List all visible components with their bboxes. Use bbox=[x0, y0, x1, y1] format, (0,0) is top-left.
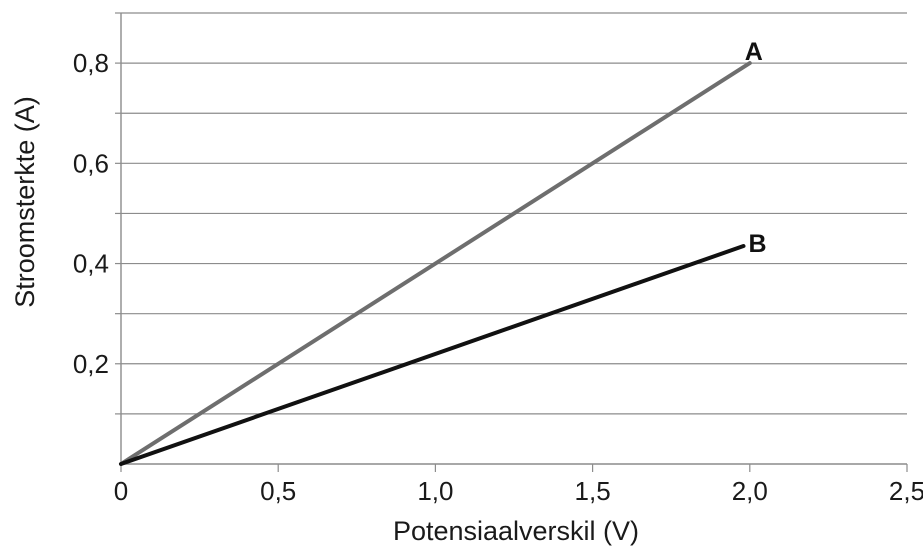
series-lines bbox=[119, 61, 752, 466]
series-label-A: A bbox=[745, 38, 763, 66]
x-tick-label-4: 2,0 bbox=[732, 476, 768, 506]
x-tick-label-3: 1,5 bbox=[575, 476, 611, 506]
y-tick-label-1: 0,4 bbox=[73, 249, 109, 279]
series-line-B bbox=[119, 244, 746, 466]
y-tick-label-0: 0,2 bbox=[73, 349, 109, 379]
tick-labels: 0,2 0,4 0,6 0,8 0 0,5 1,0 1,5 2,0 2,5 A B bbox=[73, 38, 923, 506]
series-line-A bbox=[119, 61, 752, 466]
x-tick-label-0: 0 bbox=[114, 476, 128, 506]
x-tick-label-5: 2,5 bbox=[889, 476, 923, 506]
axes bbox=[115, 12, 908, 472]
y-tick-label-2: 0,6 bbox=[73, 148, 109, 178]
y-axis-title: Stroomsterkte (A) bbox=[10, 96, 40, 308]
x-axis-title: Potensiaalverskil (V) bbox=[393, 516, 639, 546]
x-tick-label-2: 1,0 bbox=[417, 476, 453, 506]
x-tick-label-1: 0,5 bbox=[260, 476, 296, 506]
series-label-B: B bbox=[749, 230, 767, 258]
y-tick-label-3: 0,8 bbox=[73, 48, 109, 78]
